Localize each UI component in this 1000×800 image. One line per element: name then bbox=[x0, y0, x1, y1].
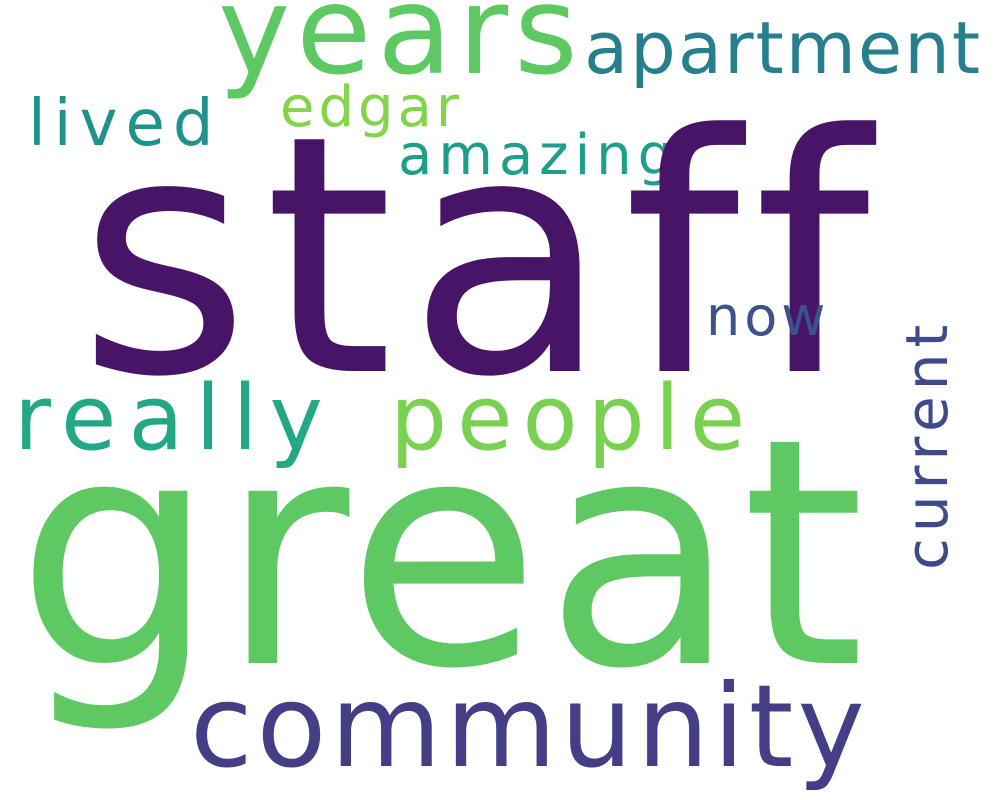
word-staff: staff bbox=[78, 65, 884, 449]
word-current: current bbox=[893, 318, 961, 570]
word-apartment: apartment bbox=[584, 6, 983, 90]
word-community: community bbox=[190, 660, 869, 793]
word-great: great bbox=[16, 372, 869, 738]
word-people: people bbox=[390, 366, 756, 471]
word-now: now bbox=[706, 285, 830, 348]
word-edgar: edgar bbox=[280, 75, 463, 140]
word-lived: lived bbox=[28, 87, 222, 161]
word-really: really bbox=[14, 366, 335, 471]
word-years: years bbox=[218, 0, 584, 102]
word-amazing: amazing bbox=[398, 123, 680, 188]
